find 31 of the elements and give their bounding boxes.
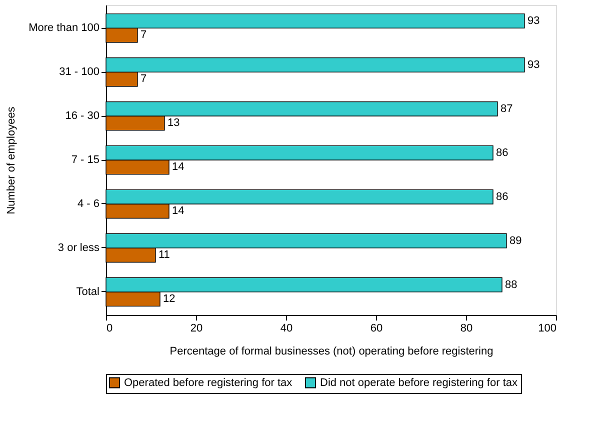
x-tick-label: 60	[370, 322, 383, 334]
data-label: 13	[168, 117, 180, 130]
y-tick-label: 3 or less	[58, 242, 100, 254]
y-tick-label: 7 - 15	[71, 154, 100, 166]
data-label: 93	[528, 58, 540, 71]
legend-label: Did not operate before registering for tax	[320, 376, 518, 389]
data-label: 89	[510, 234, 522, 247]
data-label: 7	[140, 73, 147, 86]
data-label: 11	[158, 249, 170, 262]
y-tick-label: Total	[76, 286, 100, 298]
y-tick-label: 4 - 6	[77, 198, 100, 210]
legend-label: Operated before registering for tax	[124, 376, 293, 389]
y-tick-label: More than 100	[28, 22, 100, 34]
x-axis-title: Percentage of formal businesses (not) operating before registering	[170, 346, 494, 358]
data-label: 87	[500, 102, 513, 115]
x-tick-label: 80	[460, 322, 473, 334]
y-tick-label: 31 - 100	[59, 66, 100, 78]
y-tick-label: 16 - 30	[65, 110, 100, 122]
data-label: 14	[172, 205, 184, 218]
x-tick-label: 0	[106, 322, 113, 334]
data-label: 7	[140, 29, 147, 42]
data-label: 93	[528, 14, 540, 27]
data-label: 14	[172, 161, 184, 174]
x-tick-label: 40	[280, 322, 293, 334]
y-axis-title: Number of employees	[6, 106, 18, 214]
x-tick-label: 100	[538, 322, 556, 334]
data-label: 88	[505, 278, 518, 291]
data-label: 86	[496, 190, 508, 203]
x-tick-label: 20	[190, 322, 203, 334]
data-label: 86	[496, 146, 508, 159]
data-label: 12	[163, 293, 176, 306]
